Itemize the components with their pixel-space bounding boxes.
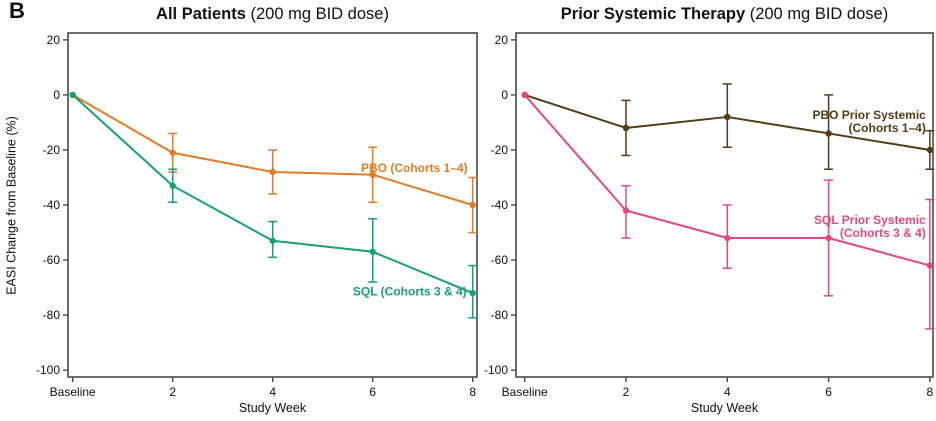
data-point [521, 91, 528, 99]
data-point [926, 262, 934, 269]
series-sql-prior-systemic-cohorts-3-4-: SQL Prior Systemic(Cohorts 3 & 4) [521, 91, 935, 330]
y-tick-label: 0 [501, 88, 508, 102]
data-point [269, 237, 276, 244]
series-pbo-cohorts-1-4-: PBO (Cohorts 1–4) [69, 91, 478, 234]
y-tick-label: 0 [53, 88, 60, 102]
data-point [724, 234, 731, 242]
y-tick-label: -20 [491, 143, 509, 157]
y-tick-label: 20 [495, 33, 509, 47]
x-axis-title-right: Study Week [690, 401, 759, 415]
y-tick-label: -60 [43, 253, 61, 267]
x-tick-label: 6 [369, 385, 376, 399]
panel-label: B [9, 0, 25, 23]
data-point [469, 289, 476, 297]
y-tick-label: -60 [491, 253, 509, 267]
data-point [622, 207, 630, 214]
x-tick-label: Baseline [50, 385, 96, 399]
data-point [825, 234, 832, 242]
y-tick-label: -20 [43, 143, 61, 157]
chart-title-rest: (200 mg BID dose) [745, 5, 889, 23]
y-tick-label: -40 [43, 198, 61, 212]
series-label: PBO (Cohorts 1–4) [361, 161, 468, 175]
x-tick-label: 8 [927, 385, 934, 399]
data-point [926, 146, 934, 154]
data-point [269, 168, 276, 176]
y-tick-label: 20 [47, 33, 61, 47]
y-tick-label: -100 [36, 363, 60, 377]
series-label: (Cohorts 1–4) [849, 121, 926, 135]
chart-title-bold: Prior Systemic Therapy [560, 5, 746, 23]
series-label: SQL (Cohorts 3 & 4) [353, 285, 467, 299]
x-tick-label: 4 [724, 385, 731, 399]
series-sql-cohorts-3-4-: SQL (Cohorts 3 & 4) [69, 91, 478, 319]
x-axis-title-left: Study Week [238, 401, 307, 415]
data-point [622, 124, 630, 132]
chart-title-bold: All Patients [156, 5, 246, 23]
data-point [169, 182, 176, 189]
data-point [469, 201, 476, 209]
x-tick-label: Baseline [502, 385, 548, 399]
data-point [724, 113, 731, 121]
x-tick-label: 4 [269, 385, 276, 399]
series-label: PBO Prior Systemic [812, 108, 926, 122]
data-point [369, 171, 376, 178]
y-tick-label: -100 [484, 363, 508, 377]
series-label: (Cohorts 3 & 4) [840, 226, 926, 240]
series-label: SQL Prior Systemic [814, 213, 926, 227]
x-tick-label: 8 [469, 385, 476, 399]
x-tick-label: 6 [825, 385, 832, 399]
series-pbo-prior-systemic-cohorts-1-4-: PBO Prior Systemic(Cohorts 1–4) [521, 83, 935, 170]
data-point [169, 149, 176, 156]
data-point [69, 91, 76, 99]
data-point [825, 130, 832, 137]
data-point [369, 248, 376, 255]
x-tick-label: 2 [169, 385, 176, 399]
y-tick-label: -80 [43, 308, 61, 322]
y-tick-label: -40 [491, 198, 509, 212]
y-tick-label: -80 [491, 308, 509, 322]
chart-title-rest: (200 mg BID dose) [245, 5, 389, 23]
x-tick-label: 2 [623, 385, 630, 399]
chart-title-all-patients: All Patients (200 mg BID dose) [68, 5, 477, 24]
chart-title-prior-systemic: Prior Systemic Therapy (200 mg BID dose) [516, 5, 933, 24]
